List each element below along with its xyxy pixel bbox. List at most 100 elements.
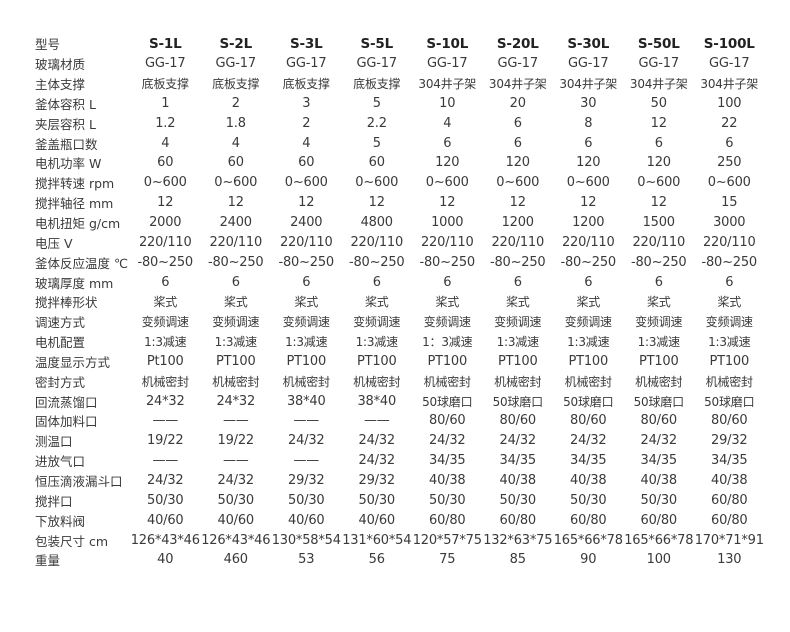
table-cell: 120 bbox=[646, 155, 671, 171]
table-cell: 29/32 bbox=[358, 472, 396, 488]
table-cell: Pt100 bbox=[146, 353, 184, 369]
table-cell: GG-17 bbox=[568, 56, 609, 72]
table-cell: 304井子架 bbox=[418, 77, 477, 92]
table-cell: 60/80 bbox=[640, 512, 678, 528]
table-cell: —— bbox=[222, 413, 249, 429]
table-cell: 桨式 bbox=[364, 295, 389, 310]
table-cell: 2 bbox=[302, 115, 311, 131]
table-row: 夹层容积 L 1.2 1.8 2 2.2 4 6 8 12 22 bbox=[35, 113, 765, 133]
table-cell: 12 bbox=[580, 195, 597, 211]
table-cell: GG-17 bbox=[427, 56, 468, 72]
row-label: 电机扭矩 g/cm bbox=[35, 216, 121, 232]
table-cell: 24/32 bbox=[358, 453, 396, 469]
table-cell: 40/60 bbox=[358, 512, 396, 528]
header-label: 型号 bbox=[35, 37, 61, 53]
table-cell: 80/60 bbox=[711, 413, 748, 429]
table-cell: 50/30 bbox=[429, 492, 466, 508]
table-cell: 桨式 bbox=[223, 295, 248, 310]
table-cell: 机械密封 bbox=[141, 374, 189, 389]
table-row: 釜体反应温度 ℃ -80~250 -80~250 -80~250 -80~250 -80~… bbox=[35, 252, 765, 272]
table-cell: PT100 bbox=[497, 353, 538, 369]
table-row: 釜盖瓶口数 4 4 4 5 6 6 6 6 6 bbox=[35, 133, 765, 153]
table-cell: PT100 bbox=[286, 353, 327, 369]
table-cell: 12 bbox=[650, 115, 667, 131]
table-cell: 0~600 bbox=[496, 175, 540, 191]
row-label: 测温口 bbox=[35, 434, 73, 450]
table-row: 下放料阀 40/60 40/60 40/60 40/60 60/80 60/80 60/80 6… bbox=[35, 510, 765, 530]
table-cell: 桨式 bbox=[646, 295, 671, 310]
table-cell: 变频调速 bbox=[423, 315, 471, 330]
table-cell: 120 bbox=[435, 155, 460, 171]
row-label: 下放料阀 bbox=[35, 513, 86, 529]
table-cell: 50 bbox=[650, 95, 667, 111]
row-label: 夹层容积 L bbox=[35, 116, 96, 132]
table-row: 温度显示方式 Pt100 PT100 PT100 PT100 PT100 PT100 PT10… bbox=[35, 352, 765, 372]
table-cell: 50/30 bbox=[570, 492, 607, 508]
table-cell: 40/60 bbox=[217, 512, 255, 528]
table-cell: 1000 bbox=[431, 215, 464, 231]
model-header: S-5L bbox=[360, 35, 394, 52]
table-cell: 1:3减速 bbox=[214, 335, 258, 350]
table-cell: 60/80 bbox=[429, 512, 466, 528]
table-cell: 4800 bbox=[360, 215, 393, 231]
table-cell: 220/110 bbox=[561, 234, 615, 250]
row-label: 釜体容积 L bbox=[35, 96, 96, 112]
table-cell: 底板支撑 bbox=[141, 77, 189, 92]
table-cell: 85 bbox=[509, 552, 526, 568]
row-label: 回流蒸馏口 bbox=[35, 394, 98, 410]
row-label: 密封方式 bbox=[35, 374, 86, 390]
table-cell: 40/38 bbox=[640, 472, 678, 488]
table-row: 搅拌棒形状 桨式 桨式 桨式 桨式 桨式 桨式 桨式 桨式 桨式 bbox=[35, 292, 765, 312]
table-row: 密封方式 机械密封 机械密封 机械密封 机械密封 机械密封 机械密封 机械密封 机械密封 机械密封 bbox=[35, 371, 765, 391]
table-cell: 桨式 bbox=[294, 295, 319, 310]
table-cell: 6 bbox=[725, 135, 734, 151]
table-cell: 1:3减速 bbox=[708, 335, 751, 350]
table-cell: 24/32 bbox=[288, 433, 325, 449]
table-cell: 56 bbox=[368, 552, 385, 568]
table-cell: 底板支撑 bbox=[282, 77, 330, 92]
table-cell: 1.8 bbox=[225, 115, 246, 131]
model-header: S-3L bbox=[289, 35, 323, 52]
table-cell: 24/32 bbox=[147, 472, 184, 488]
table-cell: 120 bbox=[576, 155, 601, 171]
table-cell: PT100 bbox=[356, 353, 397, 369]
table-cell: 机械密封 bbox=[423, 374, 471, 389]
table-cell: -80~250 bbox=[137, 254, 194, 270]
table-cell: 1:3减速 bbox=[285, 335, 328, 350]
model-header: S-50L bbox=[637, 35, 680, 52]
table-row: 固体加料口 —— —— —— —— 80/60 80/60 80/60 80/60 80/60 bbox=[35, 411, 765, 431]
table-cell: -80~250 bbox=[701, 254, 758, 270]
table-cell: —— bbox=[363, 413, 390, 429]
row-label: 釜体反应温度 ℃ bbox=[35, 255, 129, 271]
table-cell: 50球磨口 bbox=[492, 394, 543, 409]
table-cell: PT100 bbox=[568, 353, 609, 369]
table-cell: 220/110 bbox=[350, 234, 404, 250]
table-cell: 80/60 bbox=[499, 413, 537, 429]
table-cell: 165*66*78 bbox=[553, 532, 623, 548]
table-cell: 38*40 bbox=[286, 393, 326, 409]
table-cell: 5 bbox=[372, 135, 381, 151]
table-cell: 220/110 bbox=[632, 234, 686, 250]
table-cell: -80~250 bbox=[348, 254, 405, 270]
table-cell: 6 bbox=[161, 274, 170, 290]
table-cell: 34/35 bbox=[711, 453, 748, 469]
table-cell: 0~600 bbox=[355, 175, 399, 191]
table-cell: 机械密封 bbox=[212, 374, 260, 389]
table-cell: —— bbox=[222, 453, 249, 469]
table-cell: 34/35 bbox=[429, 453, 466, 469]
table-cell: 60/80 bbox=[711, 512, 748, 528]
table-row: 测温口 19/22 19/22 24/32 24/32 24/32 24/32 24/32 24… bbox=[35, 431, 765, 451]
table-cell: 0~600 bbox=[566, 175, 610, 191]
table-cell: 0~600 bbox=[214, 175, 258, 191]
table-cell: 40 bbox=[157, 552, 174, 568]
table-cell: 4 bbox=[302, 135, 311, 151]
table-cell: 1:3减速 bbox=[496, 335, 540, 350]
table-cell: 2 bbox=[231, 95, 240, 111]
row-label: 电机功率 W bbox=[35, 156, 102, 172]
table-cell: 24/32 bbox=[217, 472, 255, 488]
table-cell: -80~250 bbox=[278, 254, 335, 270]
table-cell: GG-17 bbox=[638, 56, 680, 72]
table-cell: 1:3减速 bbox=[567, 335, 610, 350]
table-cell: GG-17 bbox=[286, 56, 327, 72]
table-cell: 100 bbox=[646, 552, 671, 568]
